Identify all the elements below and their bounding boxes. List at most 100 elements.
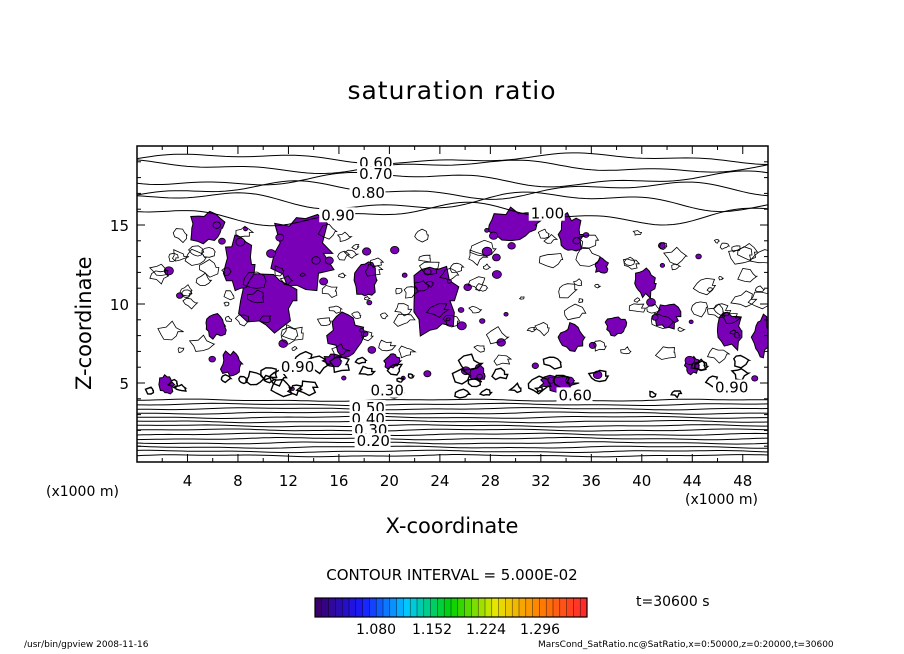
contour-line-cell [394, 303, 413, 317]
colorbar-cell [396, 598, 404, 617]
colorbar-frame [314, 597, 588, 618]
supersaturation-spot [479, 318, 486, 324]
colorbar-cell [464, 598, 472, 617]
contour-line-cell [692, 277, 717, 296]
contour-line-cell [235, 225, 255, 238]
contour-line-upper [137, 159, 768, 175]
contour-label-bg [349, 185, 386, 201]
contour-line-cell [533, 386, 545, 394]
contour-line-cell [663, 246, 689, 266]
contour-line-cell [364, 263, 384, 277]
colorbar-tick-label-3: 1.296 [520, 622, 561, 638]
contour-line-lower [137, 441, 768, 445]
supersaturation-region [238, 273, 298, 334]
contour-line-cell [650, 312, 675, 330]
supersaturation-region [634, 267, 657, 300]
contour-line-cell [573, 278, 583, 287]
contour-line-lower [137, 415, 768, 419]
contour-line-cell [468, 249, 489, 266]
colorbar-cell [573, 598, 581, 617]
y-tick-label: 5 [119, 375, 129, 393]
supersaturation-spot [243, 226, 248, 232]
contour-line-cell [364, 295, 371, 301]
contour-line-cell [386, 363, 404, 376]
contour-label: 0.60 [559, 386, 592, 404]
colorbar-cell [457, 598, 466, 617]
contour-line-cell [184, 248, 208, 266]
colorbar-cell [355, 598, 364, 617]
contour-line-cell [706, 303, 726, 319]
contour-line-cell [395, 287, 403, 295]
contour-line-cell [378, 339, 397, 352]
colorbar-cell [451, 598, 459, 617]
contour-line-upper [137, 170, 768, 188]
contour-line-lower [137, 407, 768, 411]
supersaturation-spot [341, 375, 347, 381]
contour-line-cell [358, 365, 377, 376]
supersaturation-spot [507, 242, 516, 250]
supersaturation-region [353, 261, 378, 297]
contour-line-cell [445, 317, 451, 322]
contour-line-cell [274, 265, 285, 277]
contour-line-cell [543, 233, 559, 244]
contour-label: 0.90 [715, 378, 748, 396]
contour-label: 0.90 [281, 358, 314, 376]
contour-line-cell [418, 254, 431, 263]
colorbar-cell [315, 598, 323, 617]
colorbar [314, 597, 588, 618]
colorbar-cell [532, 598, 540, 617]
contour-line-cell [403, 286, 420, 299]
contour-line-cell [622, 256, 636, 267]
supersaturation-spot [572, 237, 581, 245]
contour-line-cell [343, 249, 360, 259]
contour-line-cell [258, 315, 272, 324]
supersaturation-region [413, 265, 460, 337]
supersaturation-spot [659, 263, 666, 268]
contour-line-cell [396, 377, 405, 384]
supersaturation-region [750, 313, 768, 359]
supersaturation-spot [688, 319, 694, 325]
contour-line-cell [594, 283, 602, 289]
contour-line-cell [593, 340, 607, 352]
supersaturation-spot [275, 233, 285, 242]
contour-line-cell [182, 297, 199, 310]
contour-line-cell [221, 267, 232, 277]
contour-line-cell [220, 374, 233, 384]
colorbar-cell [335, 598, 343, 617]
contour-line-cell [542, 356, 563, 370]
supersaturation-spot [695, 253, 702, 260]
contour-line-cell [177, 347, 185, 354]
contour-line-cell [199, 259, 220, 278]
contour-line-cell [279, 275, 294, 286]
x-tick-label: 48 [733, 472, 752, 490]
y-axis-ticks: 5 10 15 [110, 161, 768, 447]
x-tick-label: 24 [430, 472, 449, 490]
contour-interval-label: CONTOUR INTERVAL = 5.000E-02 [326, 566, 578, 584]
contour-line-cell [223, 290, 235, 301]
supersaturation-spot [491, 270, 502, 279]
contour-line-cell [171, 249, 190, 262]
contour-line-cell [295, 380, 319, 397]
colorbar-cell [566, 598, 574, 617]
colorbar-cell [519, 598, 527, 617]
contour-line-cell [414, 228, 429, 243]
contour-line-cell [728, 246, 753, 265]
contour-lines [137, 152, 768, 458]
contour-line-cell [690, 358, 707, 372]
contour-line-cell [578, 298, 584, 304]
contour-line-lower [137, 424, 768, 428]
colorbar-cell [369, 598, 377, 617]
colorbar-cell [342, 598, 350, 617]
contour-line-cell [507, 382, 522, 394]
supersaturation-spot [503, 311, 509, 317]
contour-line-lower [137, 398, 768, 402]
colorbar-cell [328, 598, 336, 617]
contour-line-cell [527, 375, 552, 395]
contour-line-upper [137, 201, 768, 227]
contour-line-cell [336, 231, 353, 242]
colorbar-cell [430, 598, 438, 617]
colorbar-cell [321, 598, 330, 617]
contour-line-cell [563, 303, 587, 321]
contour-line-cell [148, 263, 168, 276]
y-tick-label: 10 [110, 296, 129, 314]
